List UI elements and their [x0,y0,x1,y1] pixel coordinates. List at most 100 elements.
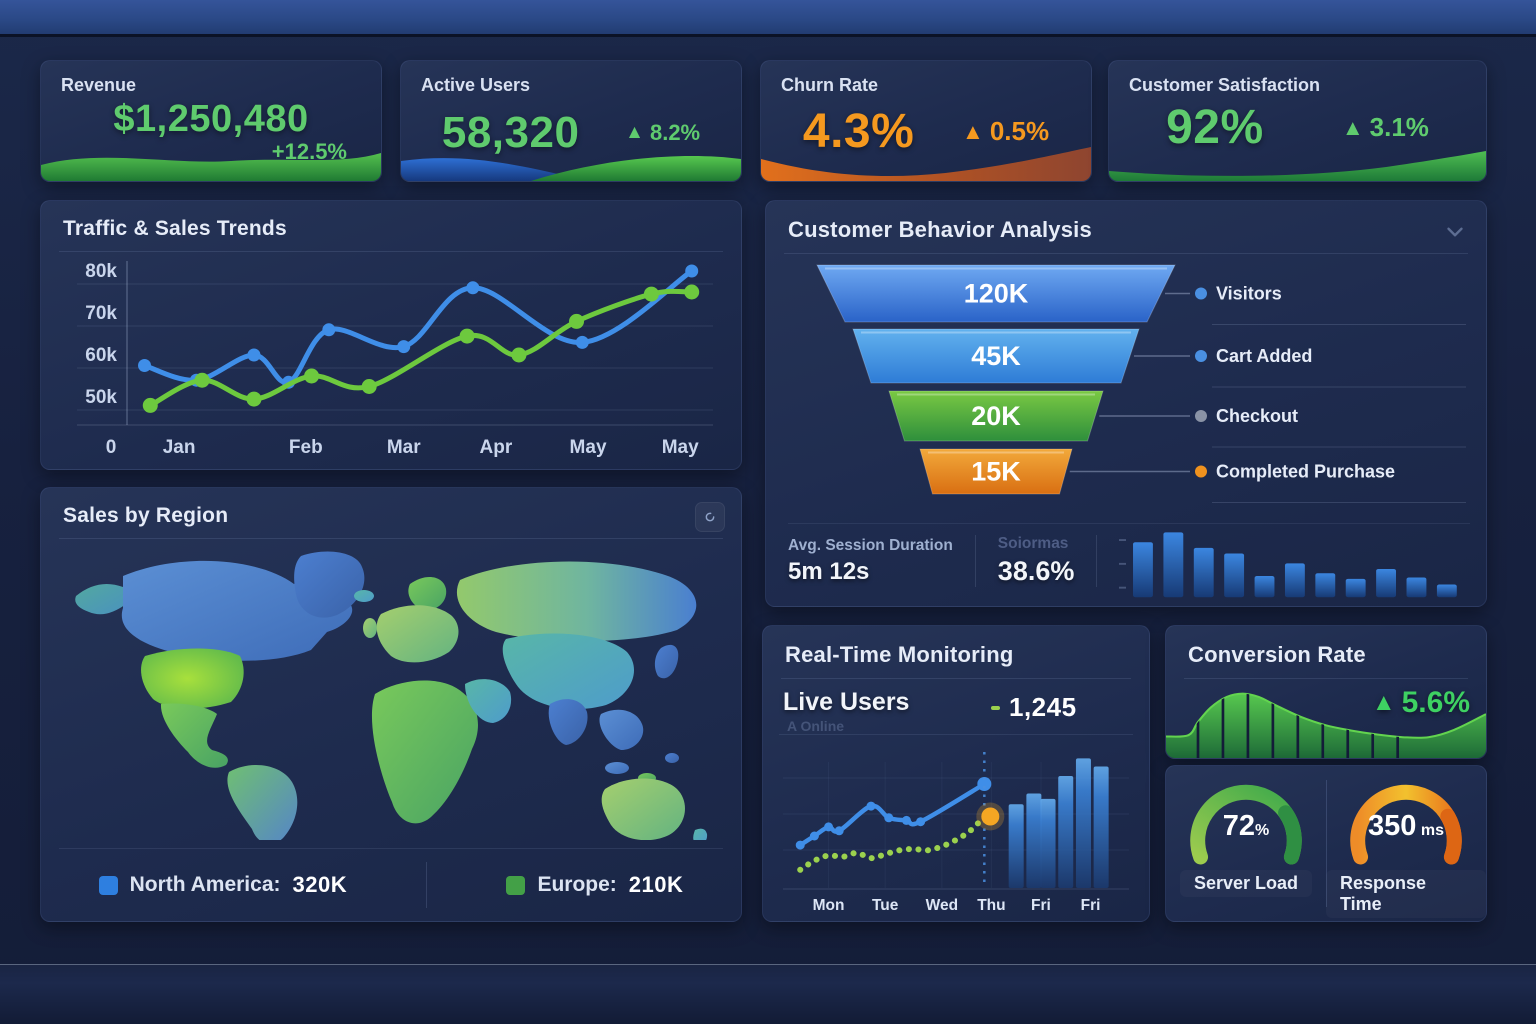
refresh-icon [705,512,715,522]
data-point [246,391,262,407]
mini-bar [1285,563,1306,598]
mini-bar [1315,573,1336,598]
delta-triangle-icon: ▲ [962,118,984,144]
legend-color-swatch [98,875,118,895]
delta-triangle-icon: ▲ [1341,114,1364,140]
series-line-green-dotted [797,813,988,873]
y-axis-origin: 0 [106,437,117,458]
divider [974,535,976,587]
kpi-value: $1,250,480 [113,98,309,140]
traffic-sales-trends-card: Traffic & Sales Trends 80k 70k 60k 50k 0 Jan F… [40,200,742,470]
kpi-title: Customer Satisfaction [1129,75,1321,95]
card-title: Real-Time Monitoring [785,642,1014,667]
kpi-card-churn-rate: Churn Rate 4.3% ▲ 0.5% [760,60,1092,182]
data-point [322,323,336,337]
real-time-monitoring-card: Real-Time Monitoring Live Users A Online… [762,625,1150,922]
kpi-card-revenue: Revenue $1,250,480 +12.5% [40,60,382,182]
data-point [685,264,699,278]
wave-decoration [1109,151,1486,181]
gauge-arc [1350,784,1462,865]
live-users-count: 1,245 [1009,692,1077,722]
stat-label: Avg. Session Duration [788,536,953,554]
divider [779,734,1133,735]
kpi-value: 58,320 [441,108,580,157]
divider [59,538,723,539]
funnel-stage-visitors [816,264,1176,323]
data-point [511,347,527,363]
data-point [795,840,805,850]
response-time-gauge: 350 ms Response Time [1326,766,1486,921]
funnel-stage-label: Cart Added [1216,346,1312,366]
mini-bar [1133,542,1154,598]
delta-triangle-icon: ▲ [625,122,644,143]
data-point [361,379,377,394]
kpi-delta: ▲ 8.2% [625,120,700,146]
gauge-arc [1190,784,1302,865]
mini-bar [1346,578,1366,598]
data-point [247,348,261,362]
gauge-number: 72 [1222,810,1256,842]
live-users-value: 1,245 [991,692,1077,723]
funnel-legend-dot [1195,465,1207,478]
kpi-title: Churn Rate [781,75,879,95]
refresh-button[interactable] [695,502,725,532]
gauge-number: 350 [1368,810,1417,842]
traffic-sales-line-chart: 80k 70k 60k 50k 0 Jan Feb Mar Apr May May [77,261,713,458]
data-point [809,831,819,841]
data-point [138,359,152,372]
wave-decoration [41,153,381,181]
gauge-label: Server Load [1180,870,1312,897]
y-axis-tick: 60k [85,345,117,366]
y-axis-tick: 80k [85,261,117,282]
kpi-delta-value: 0.5% [989,116,1050,146]
volume-bar [1008,804,1024,888]
data-point [575,335,589,349]
funnel-legend-dot [1195,350,1207,362]
x-axis-tick: Wed [926,897,958,914]
conversion-delta-value: 5.6% [1401,686,1470,719]
data-point [397,340,411,354]
y-axis-tick: 70k [85,303,117,324]
funnel-stage-completed-purchase [919,448,1073,495]
series-line-traffic [142,268,695,385]
chevron-down-icon[interactable] [1442,219,1468,245]
gauge-value: 350 ms [1326,810,1486,843]
current-marker-dot [981,807,1000,826]
mini-bar [1163,532,1184,598]
funnel-stage-label: Completed Purchase [1216,462,1395,482]
series-line-sales [147,288,695,408]
mini-bar [1254,576,1275,598]
volume-bar [1040,798,1056,888]
data-point [901,815,911,825]
divider [784,253,1468,254]
funnel-stage-value: 45K [971,341,1021,371]
map-continents [75,551,708,840]
world-map [75,551,708,840]
volume-bar [1026,793,1042,888]
x-axis-tick: Apr [480,437,513,458]
mini-bar [1194,547,1215,598]
divider [781,678,1131,679]
funnel-legend-dot [1195,287,1207,300]
mini-bar [1437,584,1458,598]
gauge-unit: ms [1420,822,1444,839]
data-point [884,813,894,823]
divider [1326,780,1327,907]
live-users-sublabel: A Online [787,718,845,734]
x-axis-tick: Fri [1031,897,1051,914]
funnel-stage-checkout [888,390,1104,442]
funnel-stage-label: Checkout [1216,406,1298,426]
series-line-blue [797,781,987,848]
x-axis-tick: Tue [872,897,899,914]
x-axis-tick: May [570,437,607,458]
stat-label: Soiormas [997,535,1069,552]
card-title: Conversion Rate [1188,642,1366,667]
funnel-stage-label: Visitors [1216,284,1282,304]
conversion-funnel-chart: 120K Visitors 45K Cart Added 20K Checkout 15K C… [816,264,1466,503]
x-axis-tick: Jan [163,437,196,458]
server-load-gauge: 72% Server Load [1166,766,1326,921]
stat-value: 38.6% [997,556,1075,586]
live-users-label: Live Users [783,688,910,716]
card-title: Traffic & Sales Trends [63,217,287,240]
